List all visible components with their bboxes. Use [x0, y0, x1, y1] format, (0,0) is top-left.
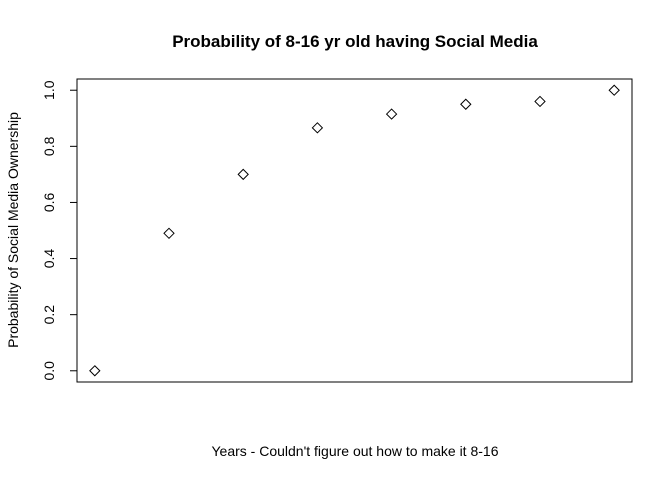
data-point — [608, 84, 620, 96]
data-point — [534, 95, 546, 108]
y-tick-label: 0.6 — [41, 193, 57, 213]
y-axis-label: Probability of Social Media Ownership — [5, 112, 21, 348]
y-tick-label: 0.8 — [41, 136, 57, 156]
data-point — [311, 122, 324, 134]
x-axis-label: Years - Couldn't figure out how to make … — [212, 443, 499, 459]
chart-title: Probability of 8-16 yr old having Social… — [172, 32, 538, 51]
y-tick-label: 0.2 — [41, 305, 57, 325]
data-points — [89, 84, 620, 377]
data-point — [385, 108, 398, 120]
data-point — [89, 365, 101, 377]
y-tick-label: 0.0 — [41, 361, 57, 381]
y-tick-label: 1.0 — [41, 80, 57, 100]
data-point — [163, 227, 175, 240]
y-tick-label: 0.4 — [41, 249, 57, 269]
data-point — [237, 168, 249, 181]
data-point — [460, 98, 472, 110]
y-axis: 0.0 0.2 0.4 0.6 0.8 1.0 — [41, 80, 78, 381]
